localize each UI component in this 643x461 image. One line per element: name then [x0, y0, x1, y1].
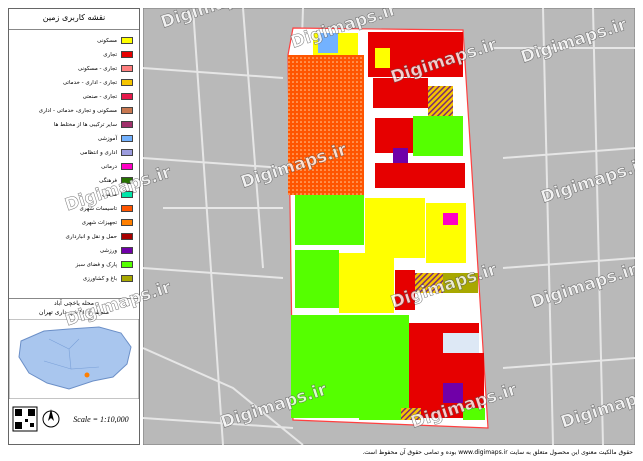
legend-item: تجاری — [103, 50, 133, 59]
region-name: منطقه (۱۶) شهرداری تهران — [39, 309, 109, 316]
legend-swatch — [121, 191, 133, 198]
legend-label: تجاری - اداری - خدماتی — [62, 79, 117, 86]
legend-item: مسکونی و تجاری، خدماتی - اداری — [39, 106, 133, 115]
legend-label: ورزشی — [99, 247, 117, 254]
legend-swatch — [121, 275, 133, 282]
legend-label: تجاری — [103, 51, 117, 58]
scale-text: Scale = 1:10,000 — [73, 415, 128, 424]
legend-item: مذهبی — [102, 190, 133, 199]
legend-swatch — [121, 37, 133, 44]
legend-label: پارک و فضای سبز — [75, 261, 117, 268]
legend-label: تجاری - صنعتی — [82, 93, 117, 100]
legend-swatch — [121, 121, 133, 128]
district-name: محله یاخچی آباد — [53, 300, 95, 307]
land-use — [288, 32, 485, 420]
legend-swatch — [121, 107, 133, 114]
legend-swatch — [121, 51, 133, 58]
legend-swatch — [121, 79, 133, 86]
legend-label: تجهیزات شهری — [81, 219, 117, 226]
legend-swatch — [121, 219, 133, 226]
qr-pattern — [15, 409, 35, 429]
legend-item: ورزشی — [100, 246, 133, 255]
legend-swatch — [121, 135, 133, 142]
legend-swatch — [121, 205, 133, 212]
legend-swatch — [121, 177, 133, 184]
legend-swatch — [121, 163, 133, 170]
legend-label: درمانی — [101, 163, 117, 170]
legend-title: نقشه کاربری زمین — [42, 13, 106, 22]
region-borders — [43, 338, 100, 370]
legend-item: باغ و کشاورزی — [83, 274, 133, 283]
legend-item: اداری و انتظامی — [80, 148, 133, 157]
legend-label: آموزشی — [97, 135, 117, 142]
location-marker — [84, 372, 90, 378]
legend-item: تجاری - صنعتی — [83, 92, 133, 101]
legend-label: باغ و کشاورزی — [82, 275, 117, 282]
side-panel: نقشه کاربری زمین مسکونی تجاری تجاری - مسکو… — [8, 8, 140, 445]
legend-item: تاسیسات شهری — [80, 204, 133, 213]
legend-item: تجاری - اداری - خدماتی — [63, 78, 133, 87]
legend-label: حمل و نقل و انبارداری — [65, 233, 117, 240]
legend-item: حمل و نقل و انبارداری — [65, 232, 133, 241]
legend-item: پارک و فضای سبز — [76, 260, 133, 269]
legend-swatch — [121, 233, 133, 240]
legend-item: درمانی — [101, 162, 133, 171]
legend-label: تاسیسات شهری — [79, 205, 117, 212]
legend-swatch — [121, 65, 133, 72]
locator-map — [9, 319, 139, 399]
legend: مسکونی تجاری تجاری - مسکونی تجاری - اداری -… — [9, 29, 139, 299]
legend-item: سایر ترکیبی ها از مختلط ها — [54, 120, 133, 129]
legend-label: مذهبی — [102, 191, 117, 198]
legend-label: تجاری - مسکونی — [77, 65, 117, 72]
legend-label: مسکونی و تجاری، خدماتی - اداری — [38, 107, 117, 114]
legend-label: فرهنگی — [99, 177, 117, 184]
legend-label: سایر ترکیبی ها از مختلط ها — [53, 121, 117, 128]
legend-swatch — [121, 247, 133, 254]
legend-item: فرهنگی — [99, 176, 133, 185]
legend-swatch — [121, 261, 133, 268]
legend-label: اداری و انتظامی — [79, 149, 117, 156]
legend-item: تجاری - مسکونی — [78, 64, 133, 73]
north-arrow-head — [48, 409, 54, 421]
legend-swatch — [121, 93, 133, 100]
footer: حقوق مالکیت معنوی این محصول متعلق به سای… — [362, 449, 633, 456]
legend-label: مسکونی — [97, 37, 117, 44]
legend-item: آموزشی — [98, 134, 133, 143]
city-shape — [18, 326, 132, 390]
scale-box: Scale = 1:10,000 — [12, 406, 129, 432]
legend-item: تجهیزات شهری — [82, 218, 133, 227]
legend-item: مسکونی — [97, 36, 133, 45]
legend-swatch — [121, 149, 133, 156]
